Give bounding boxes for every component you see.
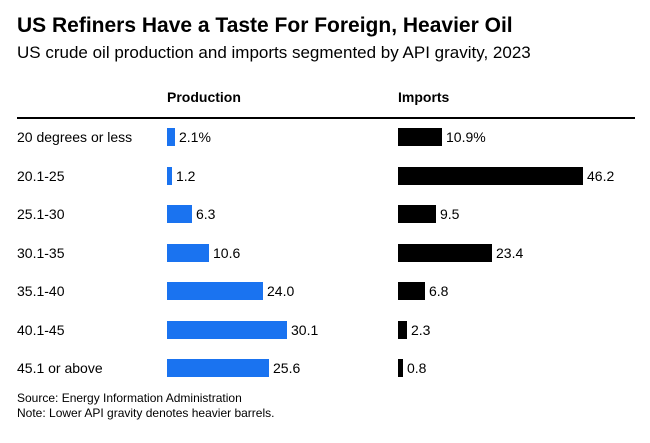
production-value-label-20-degrees-or-less: 2.1%: [179, 129, 211, 145]
imports-bar-40-1-45: [398, 321, 407, 339]
category-label-25-1-30: 25.1-30: [17, 206, 65, 222]
production-value-label-45-1-or-above: 25.6: [273, 360, 301, 376]
category-label-45-1-or-above: 45.1 or above: [17, 360, 103, 376]
imports-value-label-20-degrees-or-less: 10.9%: [446, 129, 486, 145]
imports-column-header: Imports: [398, 89, 450, 105]
production-bar-35-1-40: [167, 282, 263, 300]
chart-subtitle: US crude oil production and imports segm…: [17, 43, 531, 62]
footnote: Note: Lower API gravity denotes heavier …: [17, 406, 275, 420]
imports-value-label-45-1-or-above: 0.8: [407, 360, 427, 376]
production-column-header: Production: [167, 89, 241, 105]
production-value-label-40-1-45: 30.1: [291, 322, 319, 338]
imports-value-label-20-1-25: 46.2: [587, 168, 615, 184]
production-bar-40-1-45: [167, 321, 287, 339]
category-label-35-1-40: 35.1-40: [17, 283, 65, 299]
category-label-40-1-45: 40.1-45: [17, 322, 65, 338]
imports-bar-30-1-35: [398, 244, 492, 262]
category-label-20-1-25: 20.1-25: [17, 168, 65, 184]
production-bar-30-1-35: [167, 244, 209, 262]
production-value-label-25-1-30: 6.3: [196, 206, 216, 222]
production-bar-45-1-or-above: [167, 359, 269, 377]
imports-bar-25-1-30: [398, 205, 436, 223]
category-label-20-degrees-or-less: 20 degrees or less: [17, 129, 133, 145]
production-bar-20-degrees-or-less: [167, 128, 175, 146]
production-value-label-20-1-25: 1.2: [176, 168, 196, 184]
imports-bar-20-1-25: [398, 167, 583, 185]
imports-bar-20-degrees-or-less: [398, 128, 442, 146]
production-value-label-35-1-40: 24.0: [267, 283, 295, 299]
imports-value-label-40-1-45: 2.3: [411, 322, 431, 338]
production-value-label-30-1-35: 10.6: [213, 245, 241, 261]
production-bar-25-1-30: [167, 205, 192, 223]
imports-bar-45-1-or-above: [398, 359, 403, 377]
production-bar-20-1-25: [167, 167, 172, 185]
imports-bar-35-1-40: [398, 282, 425, 300]
imports-value-label-30-1-35: 23.4: [496, 245, 524, 261]
imports-value-label-35-1-40: 6.8: [429, 283, 449, 299]
header-divider: [17, 117, 635, 119]
imports-value-label-25-1-30: 9.5: [440, 206, 460, 222]
category-label-30-1-35: 30.1-35: [17, 245, 65, 261]
chart-title: US Refiners Have a Taste For Foreign, He…: [17, 14, 513, 37]
source-note: Source: Energy Information Administratio…: [17, 391, 242, 405]
